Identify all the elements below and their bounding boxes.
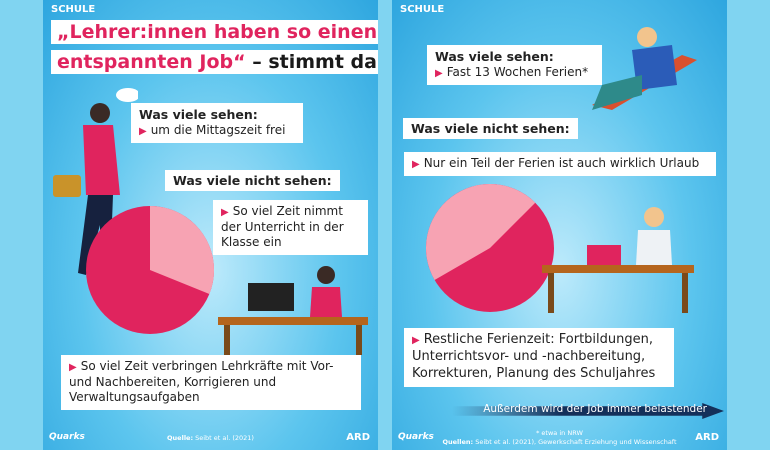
light-slice-callout: ▶ So viel Zeit nimmt der Unterricht in de…	[213, 200, 368, 255]
dark-slice-text: Restliche Ferienzeit: Fortbildungen, Unt…	[412, 332, 656, 381]
title-line-1: „Lehrer:innen haben so einen	[51, 20, 378, 44]
arrow-bullet-icon: ▶	[69, 362, 77, 373]
trend-arrow	[452, 403, 724, 419]
title-dark: – stimmt das?	[252, 51, 378, 73]
right-infographic-panel: SCHULE Was viele sehen: ▶ Fast 13 Wochen F…	[392, 0, 727, 450]
dark-slice-text: So viel Zeit verbringen Lehrkräfte mit V…	[69, 359, 334, 405]
footnote: * etwa in NRW	[536, 429, 583, 437]
teacher-desk-illustration	[218, 266, 368, 355]
source-label: Quelle:	[167, 434, 194, 442]
quarks-logo: Quarks	[398, 432, 434, 442]
seen-item: Fast 13 Wochen Ferien*	[446, 65, 589, 80]
dark-slice-callout: ▶ Restliche Ferienzeit: Fortbildungen, Un…	[404, 328, 674, 387]
seen-heading: Was viele sehen:	[435, 49, 554, 64]
light-slice-text: So viel Zeit nimmt der Unterricht in der…	[221, 204, 344, 250]
teacher-reading-illustration	[542, 207, 694, 313]
seen-heading: Was viele sehen:	[139, 107, 258, 122]
category-tag: SCHULE	[400, 4, 445, 15]
arrow-bullet-icon: ▶	[139, 126, 147, 138]
arrow-bullet-icon: ▶	[435, 68, 443, 80]
time-pie-chart	[86, 206, 214, 334]
pie-slice-light	[425, 183, 536, 280]
left-infographic-panel: SCHULE „Lehrer:innen haben so einen ents…	[43, 0, 378, 450]
pie-slice-light	[150, 206, 214, 294]
category-tag: SCHULE	[51, 4, 96, 15]
source-text: Seibt et al. (2021), Gewerkschaft Erzieh…	[473, 438, 677, 446]
source-text: Seibt et al. (2021)	[193, 434, 254, 442]
footer: Quarks * etwa in NRW Quellen: Seibt et a…	[392, 426, 727, 450]
light-slice-callout: ▶ Nur ein Teil der Ferien ist auch wirkli…	[404, 152, 716, 176]
quarks-logo: Quarks	[49, 432, 85, 442]
not-seen-heading: Was viele nicht sehen:	[165, 170, 340, 191]
source-line: Quelle: Seibt et al. (2021)	[43, 434, 378, 442]
dark-slice-callout: ▶ So viel Zeit verbringen Lehrkräfte mit …	[61, 355, 361, 410]
arrow-bullet-icon: ▶	[221, 207, 229, 218]
seen-box: Was viele sehen: ▶ Fast 13 Wochen Ferien*	[427, 45, 602, 85]
trend-arrow-text: Außerdem wird der Job immer belastender	[483, 403, 707, 415]
footer: Quarks Quelle: Seibt et al. (2021) ARD	[43, 426, 378, 450]
teacher-relaxing-illustration	[592, 27, 697, 110]
title-line-2: entspannten Job“ – stimmt das?	[51, 50, 378, 74]
seen-box: Was viele sehen: ▶ um die Mittagszeit frei	[131, 103, 303, 143]
holiday-pie-chart	[425, 183, 554, 312]
arrow-bullet-icon: ▶	[412, 159, 420, 170]
arrow-bullet-icon: ▶	[412, 335, 420, 346]
ard-logo: ARD	[695, 432, 719, 443]
ard-logo: ARD	[346, 432, 370, 443]
light-slice-text: Nur ein Teil der Ferien ist auch wirklic…	[423, 156, 700, 170]
source-line: Quellen: Seibt et al. (2021), Gewerkscha…	[392, 438, 727, 446]
title-pink: entspannten Job“	[57, 51, 246, 73]
not-seen-heading: Was viele nicht sehen:	[403, 118, 578, 139]
source-label: Quellen:	[442, 438, 474, 446]
seen-item: um die Mittagszeit frei	[150, 123, 286, 138]
